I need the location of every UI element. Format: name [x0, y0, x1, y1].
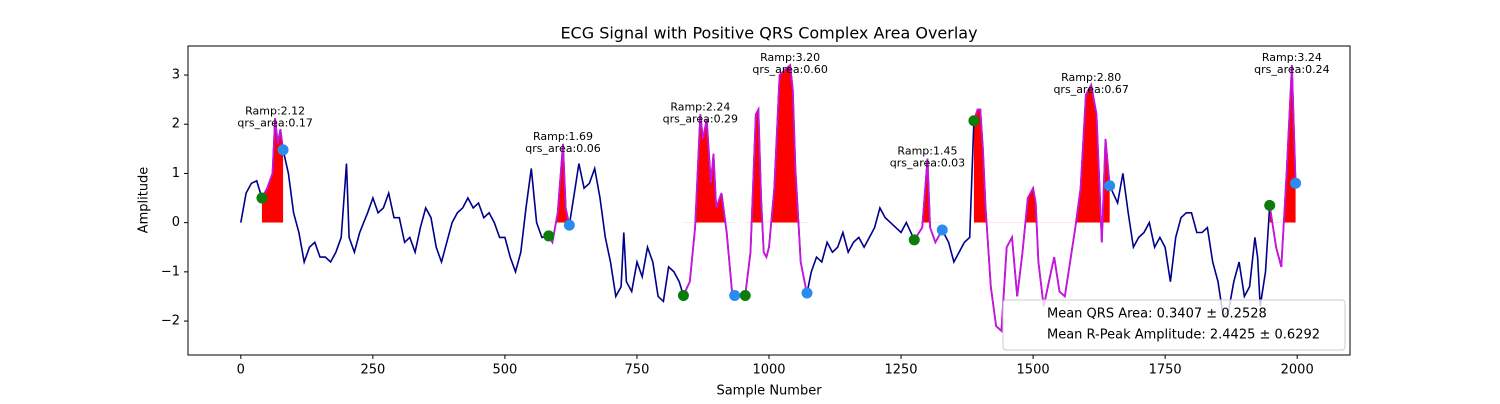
- x-tick-label: 0: [237, 363, 245, 378]
- annotation: Ramp:2.80: [1061, 71, 1121, 84]
- ecg-line: [240, 63, 1297, 333]
- qrs-offset: [936, 224, 948, 236]
- y-tick-label: 3: [172, 68, 180, 83]
- annotation: qrs_area:0.29: [663, 112, 738, 125]
- annotation: Ramp:3.20: [760, 51, 820, 64]
- x-axis-label: Sample Number: [716, 384, 822, 399]
- qrs-line: [913, 158, 943, 245]
- qrs-area: [751, 65, 799, 223]
- qrs-offset: [1104, 180, 1116, 192]
- annotation: qrs_area:0.03: [890, 157, 965, 170]
- qrs-onset: [968, 115, 980, 127]
- chart-title: ECG Signal with Positive QRS Complex Are…: [560, 24, 977, 43]
- x-tick-label: 750: [625, 363, 650, 378]
- qrs-area: [973, 84, 1110, 223]
- qrs-onset: [1264, 199, 1276, 211]
- qrs-onset: [677, 289, 689, 301]
- qrs-onset: [543, 230, 555, 242]
- y-tick-label: 2: [172, 117, 180, 132]
- annotation: qrs_area:0.06: [525, 142, 600, 155]
- annotation: Ramp:1.45: [897, 145, 957, 158]
- qrs-offset: [801, 287, 813, 299]
- legend-box: [1002, 299, 1346, 351]
- annotation: qrs_area:0.24: [1254, 63, 1329, 76]
- x-tick-label: 1250: [884, 363, 917, 378]
- annotation: qrs_area:0.67: [1053, 83, 1128, 96]
- legend-entry: Mean R-Peak Amplitude: 2.4425 ± 0.6292: [1047, 328, 1320, 343]
- y-tick-label: −1: [161, 264, 180, 279]
- qrs-offset: [563, 219, 575, 231]
- annotation: qrs_area:0.17: [237, 116, 312, 129]
- plot-frame: [187, 45, 1351, 356]
- qrs-offset: [729, 289, 741, 301]
- x-tick-label: 1500: [1017, 363, 1050, 378]
- qrs-offset: [277, 144, 289, 156]
- qrs-line: [547, 143, 571, 245]
- qrs-onset: [256, 192, 268, 204]
- legend-entry: Mean QRS Area: 0.3407 ± 0.2528: [1047, 307, 1267, 322]
- y-tick-label: −2: [161, 314, 180, 329]
- x-tick-label: 250: [360, 363, 385, 378]
- annotation: Ramp:3.24: [1262, 51, 1322, 64]
- qrs-line: [973, 82, 1111, 333]
- qrs-line: [1268, 65, 1297, 268]
- x-tick-label: 1000: [752, 363, 785, 378]
- y-tick-label: 0: [172, 215, 180, 230]
- qrs-onset: [739, 289, 751, 301]
- annotation: Ramp:1.69: [533, 130, 593, 143]
- annotation: qrs_area:0.60: [752, 63, 827, 76]
- qrs-line: [682, 114, 736, 297]
- annotation: Ramp:2.24: [670, 100, 730, 113]
- y-tick-label: 1: [172, 166, 180, 181]
- x-tick-label: 2000: [1281, 363, 1314, 378]
- qrs-area: [1269, 65, 1296, 223]
- qrs-line: [261, 118, 284, 199]
- y-axis-label: Amplitude: [137, 167, 152, 234]
- plot-area: [240, 63, 1302, 333]
- qrs-offset: [1290, 177, 1302, 189]
- x-tick-label: 1750: [1149, 363, 1182, 378]
- qrs-line: [744, 63, 808, 296]
- qrs-area: [695, 114, 726, 223]
- annotation: Ramp:2.12: [245, 104, 305, 117]
- x-tick-label: 500: [492, 363, 517, 378]
- qrs-onset: [908, 234, 920, 246]
